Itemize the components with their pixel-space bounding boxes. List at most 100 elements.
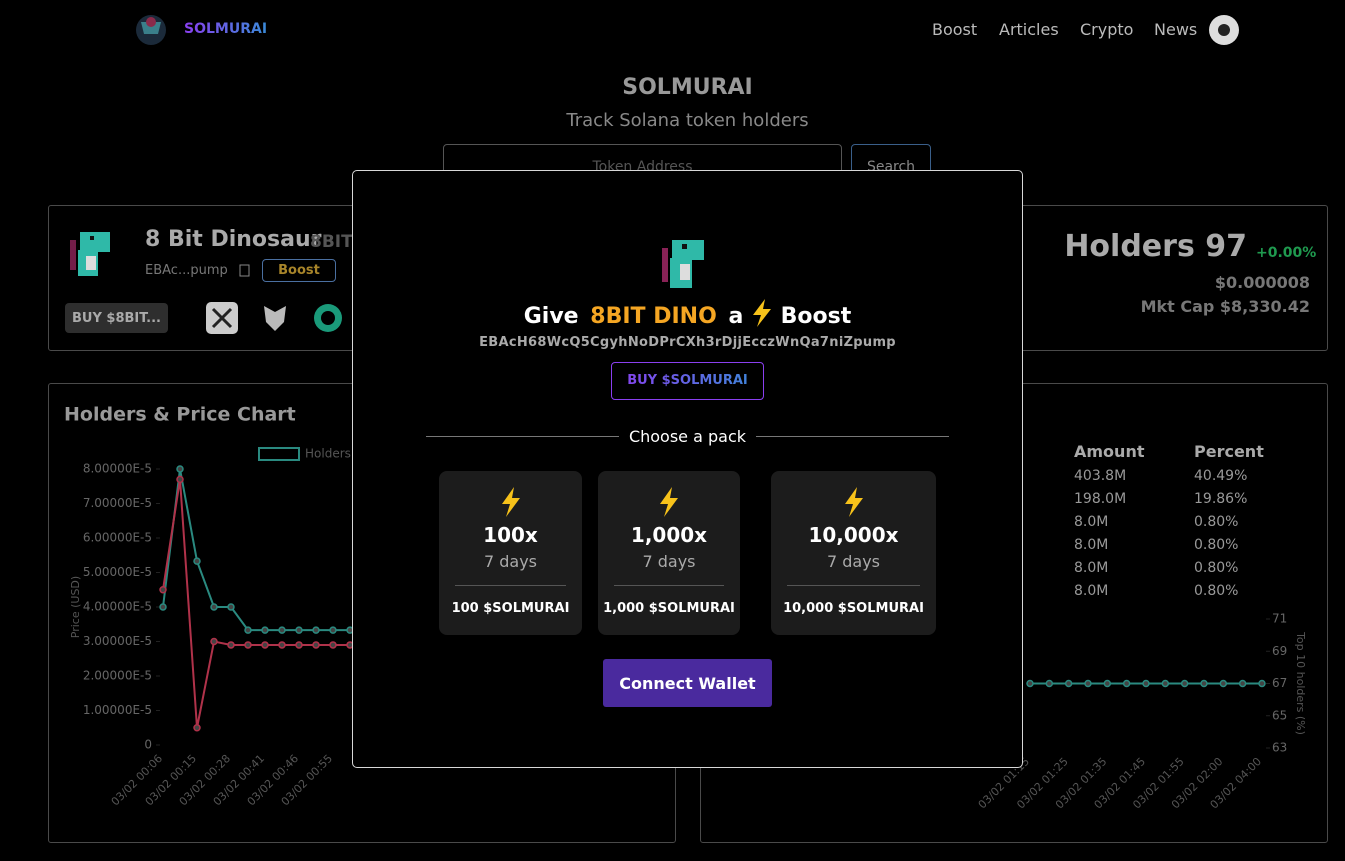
- table-header: Amount: [1074, 442, 1145, 461]
- data-point: [261, 641, 269, 649]
- data-point: [1161, 679, 1170, 688]
- logo-shape: [141, 22, 161, 34]
- nav-link[interactable]: Boost: [932, 20, 978, 39]
- table-cell: 19.86%: [1194, 491, 1248, 507]
- divider: [756, 436, 949, 437]
- data-point: [1122, 679, 1131, 688]
- table-cell: 0.80%: [1194, 537, 1239, 553]
- table-cell: 198.0M: [1074, 491, 1127, 507]
- boost-button[interactable]: Boost: [262, 259, 336, 282]
- data-point: [227, 641, 235, 649]
- table-cell: 8.0M: [1074, 560, 1109, 576]
- nav-link[interactable]: Articles: [999, 20, 1059, 39]
- pack-duration: 7 days: [483, 552, 538, 571]
- pack-multiplier: 1,000x: [630, 523, 708, 547]
- data-point: [1238, 679, 1247, 688]
- axis-title: Top 10 holders (%): [1294, 631, 1307, 735]
- data-point: [278, 626, 286, 634]
- x-glyph: [211, 307, 233, 329]
- y-tick-label: 4.00000E-5: [83, 600, 152, 614]
- table-cell: 0.80%: [1194, 583, 1239, 599]
- pack-multiplier: 100x: [483, 523, 538, 547]
- data-point: [159, 586, 167, 594]
- table-cell: 8.0M: [1074, 514, 1109, 530]
- bolt-icon: [660, 487, 678, 517]
- data-point: [1180, 679, 1189, 688]
- y-tick-label: 1.00000E-5: [83, 703, 152, 717]
- pack-card[interactable]: 1,000x 7 days 1,000 $SOLMURAI: [598, 471, 740, 635]
- data-point: [193, 724, 201, 732]
- buy-token-button[interactable]: BUY $8BIT...: [65, 303, 168, 333]
- token-avatar: [70, 232, 110, 276]
- bolt-icon: [844, 487, 863, 517]
- legend-label: Holders: [305, 447, 351, 461]
- table-cell: 0.80%: [1194, 560, 1239, 576]
- data-point: [1026, 679, 1034, 688]
- token-name: 8 Bit Dinosaur: [145, 227, 322, 252]
- data-point: [1084, 679, 1092, 688]
- pack-rule: [614, 585, 724, 586]
- pack-card[interactable]: 10,000x 7 days 10,000 $SOLMURAI: [771, 471, 936, 635]
- y-tick-label: 65: [1272, 708, 1287, 722]
- copy-icon[interactable]: [239, 264, 250, 277]
- data-point: [227, 603, 235, 611]
- y-tick-label: 63: [1272, 741, 1287, 755]
- y-tick-label: 5.00000E-5: [83, 565, 152, 579]
- bolt-icon: [752, 299, 771, 327]
- market-cap: Mkt Cap $8,330.42: [1140, 297, 1310, 316]
- y-tick-label: 6.00000E-5: [83, 531, 152, 545]
- data-point: [329, 641, 337, 649]
- data-point: [329, 626, 337, 634]
- section-label: Choose a pack: [628, 427, 747, 446]
- y-tick-label: 71: [1272, 612, 1287, 626]
- pack-multiplier: 10,000x: [808, 523, 899, 547]
- data-point: [210, 637, 218, 646]
- pack-duration: 7 days: [826, 552, 881, 571]
- owl-icon[interactable]: [264, 306, 286, 331]
- data-point: [1200, 679, 1208, 688]
- token-symbol: 8BIT: [310, 232, 353, 252]
- data-point: [1045, 679, 1054, 688]
- connect-wallet-button[interactable]: Connect Wallet: [603, 659, 772, 707]
- divider: [426, 436, 619, 437]
- table-cell: 0.80%: [1194, 514, 1239, 530]
- data-point: [295, 641, 303, 649]
- brand[interactable]: SOLMURAI: [184, 21, 268, 37]
- nav-link[interactable]: News: [1154, 20, 1198, 39]
- token-avatar: [662, 240, 704, 288]
- y-tick-label: 67: [1272, 676, 1287, 690]
- chart-icon-hole: [321, 311, 335, 325]
- pack-card[interactable]: 100x 7 days 100 $SOLMURAI: [439, 471, 582, 635]
- pack-rule: [787, 585, 920, 586]
- data-point: [312, 641, 320, 649]
- data-point: [312, 626, 320, 634]
- boost-modal: Give 8BIT DINO a Boost EBAcH68WcQ5CgyhNo…: [352, 170, 1023, 768]
- y-tick-label: 8.00000E-5: [83, 462, 152, 476]
- pack-rule: [455, 585, 566, 586]
- table-cell: 8.0M: [1074, 583, 1109, 599]
- title-text: Give: [523, 304, 579, 329]
- title-text: a: [728, 304, 744, 329]
- data-point: [176, 465, 184, 473]
- data-point: [278, 641, 286, 649]
- data-point: [244, 641, 252, 649]
- buy-solmurai-button[interactable]: BUY $SOLMURAI: [611, 362, 764, 400]
- modal-address: EBAcH68WcQ5CgyhNoDPrCXh3rDjjEcczWnQa7niZ…: [479, 335, 896, 350]
- title-token: 8BIT DINO: [590, 304, 717, 329]
- y-tick-label: 69: [1272, 644, 1287, 658]
- hero-subtitle: Track Solana token holders: [566, 110, 809, 131]
- hero-title: SOLMURAI: [622, 75, 753, 100]
- legend-swatch: [258, 447, 300, 461]
- pack-price: 1,000 $SOLMURAI: [603, 601, 735, 616]
- nav-link[interactable]: Crypto: [1080, 20, 1134, 39]
- holders-count: Holders 97: [1064, 229, 1247, 264]
- y-tick-label: 0: [144, 738, 152, 752]
- button-label: BUY $SOLMURAI: [612, 363, 763, 388]
- data-point: [1064, 679, 1073, 688]
- pack-price: 100 $SOLMURAI: [451, 601, 570, 616]
- y-tick-label: 2.00000E-5: [83, 669, 152, 683]
- pack-duration: 7 days: [642, 552, 696, 571]
- modal-title: Give 8BIT DINO a Boost: [353, 299, 1022, 329]
